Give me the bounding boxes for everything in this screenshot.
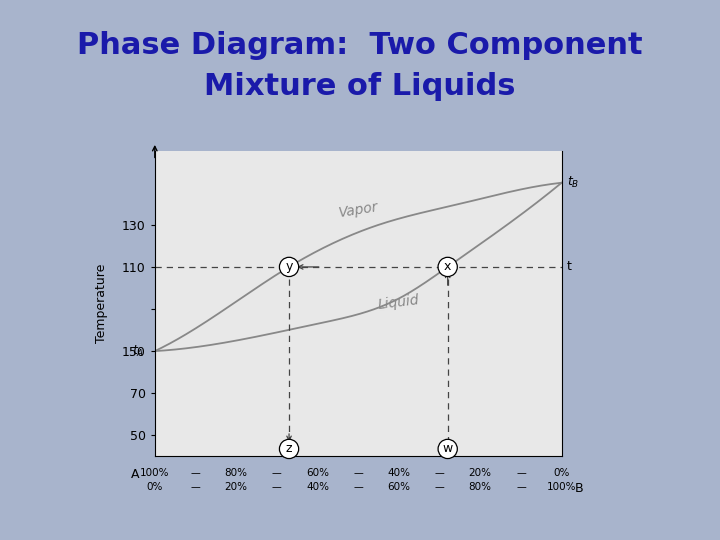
Text: t: t (567, 260, 572, 273)
Text: B: B (575, 482, 583, 495)
Text: 40%: 40% (306, 482, 329, 492)
Text: Phase Diagram:  Two Component: Phase Diagram: Two Component (77, 31, 643, 60)
Text: —: — (435, 482, 444, 492)
Text: 40%: 40% (387, 468, 410, 478)
Text: —: — (516, 482, 526, 492)
Text: Liquid: Liquid (377, 293, 420, 312)
Text: 80%: 80% (469, 482, 492, 492)
Text: —: — (516, 468, 526, 478)
Text: 100%: 100% (140, 468, 169, 478)
Text: —: — (354, 482, 363, 492)
Text: 60%: 60% (306, 468, 329, 478)
Text: 20%: 20% (225, 482, 248, 492)
Text: —: — (354, 468, 363, 478)
Text: —: — (435, 468, 444, 478)
Text: —: — (191, 468, 200, 478)
Text: 80%: 80% (225, 468, 248, 478)
Text: 0%: 0% (147, 482, 163, 492)
Text: w: w (443, 442, 453, 455)
Text: $t_B$: $t_B$ (567, 175, 580, 190)
Text: —: — (272, 482, 282, 492)
Text: z: z (286, 442, 292, 455)
Text: 20%: 20% (469, 468, 492, 478)
Text: y: y (285, 260, 293, 273)
Text: 100%: 100% (547, 482, 576, 492)
Text: —: — (191, 482, 200, 492)
Text: Vapor: Vapor (337, 200, 379, 220)
Text: 60%: 60% (387, 482, 410, 492)
Text: x: x (444, 260, 451, 273)
Text: 0%: 0% (554, 468, 570, 478)
Text: A: A (130, 468, 139, 481)
Text: Temperature: Temperature (96, 264, 109, 343)
Text: $t_A$: $t_A$ (132, 343, 145, 359)
Text: —: — (272, 468, 282, 478)
Text: Mixture of Liquids: Mixture of Liquids (204, 72, 516, 101)
